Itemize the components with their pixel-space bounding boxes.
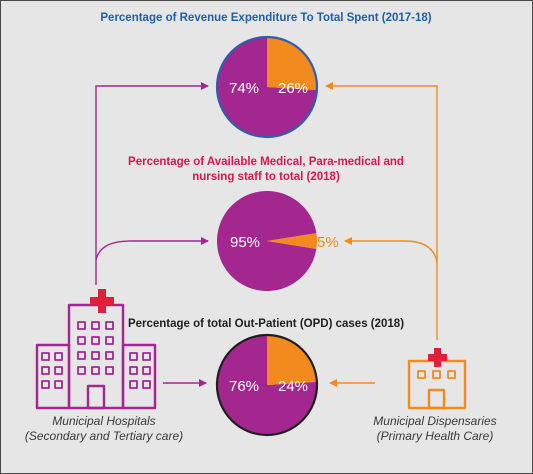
clinic-building-icon	[407, 359, 467, 410]
hospitals-caption-line1: Municipal Hospitals	[52, 414, 156, 428]
arrow-dispensaries-to-staff	[344, 237, 438, 263]
pie-opd: 76% 24%	[215, 333, 319, 437]
pie-opd-dispensaries-label: 24%	[278, 378, 308, 395]
pie-revenue-dispensaries-label: 26%	[278, 80, 308, 97]
pie-opd-dispensaries-slice	[267, 335, 317, 385]
pie-staff: 95% 5%	[217, 190, 339, 291]
pie-revenue-outline	[215, 35, 319, 139]
hospitals-caption-line2: (Secondary and Tertiary care)	[24, 429, 184, 443]
dispensaries-connectors	[325, 82, 438, 387]
arrow-hospitals-to-revenue	[95, 82, 209, 285]
pie-revenue-hospitals-slice	[217, 37, 317, 137]
dispensaries-caption-line2: (Primary Health Care)	[376, 429, 494, 443]
clinic-cross-icon	[428, 348, 447, 367]
pie-staff-dispensaries-label: 5%	[317, 234, 339, 251]
heading-staff: Percentage of Available Medical, Para-me…	[128, 156, 404, 183]
arrow-hospitals-to-staff	[95, 237, 209, 261]
heading-opd: Percentage of total Out-Patient (OPD) ca…	[127, 318, 405, 330]
hospitals-caption: Municipal Hospitals (Secondary and Terti…	[14, 414, 194, 444]
hospital-cross-icon	[90, 289, 114, 313]
hospitals-connectors	[95, 82, 209, 387]
heading-revenue: Percentage of Revenue Expenditure To Tot…	[100, 12, 432, 24]
pie-opd-outline	[215, 333, 319, 437]
hospital-building-icon	[35, 303, 157, 410]
pie-opd-hospitals-label: 76%	[229, 378, 259, 395]
pie-staff-hospitals-slice	[217, 190, 317, 291]
dispensaries-caption-line1: Municipal Dispensaries	[373, 414, 497, 428]
pie-revenue-dispensaries-slice	[267, 37, 317, 91]
pie-staff-dispensaries-slice	[267, 233, 318, 249]
dispensaries-caption: Municipal Dispensaries (Primary Health C…	[360, 414, 510, 444]
pie-revenue-hospitals-label: 74%	[229, 80, 259, 97]
pie-revenue: 74% 26%	[215, 35, 319, 139]
pie-staff-hospitals-label: 95%	[230, 234, 260, 251]
arrow-dispensaries-to-revenue	[325, 82, 438, 340]
